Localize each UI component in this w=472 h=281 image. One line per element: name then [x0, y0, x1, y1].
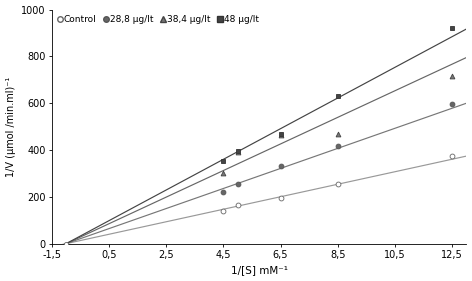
- Legend: Control, 28,8 μg/lt, 38,4 μg/lt, 48 μg/lt: Control, 28,8 μg/lt, 38,4 μg/lt, 48 μg/l…: [56, 14, 260, 25]
- X-axis label: 1/[S] mM⁻¹: 1/[S] mM⁻¹: [231, 266, 287, 275]
- Y-axis label: 1/V (μmol /min.ml)⁻¹: 1/V (μmol /min.ml)⁻¹: [6, 76, 16, 177]
